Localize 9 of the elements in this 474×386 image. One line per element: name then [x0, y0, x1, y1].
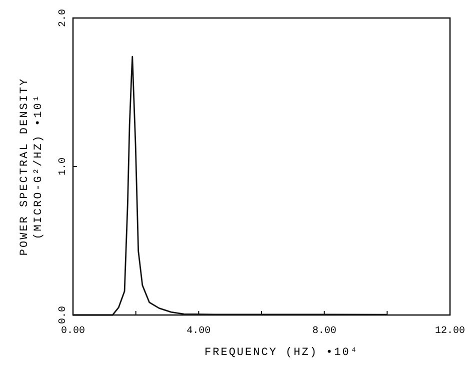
- y-tick-label: 1.0: [58, 157, 69, 176]
- x-tick-label: 0.00: [60, 326, 86, 337]
- y-axis-title: POWER SPECTRAL DENSITY (MICRO-G²/HZ) •10¹: [19, 77, 45, 256]
- x-tick-label: 12.00: [434, 326, 466, 337]
- x-axis-title: FREQUENCY (HZ) •10⁴: [204, 347, 358, 359]
- x-tick-label: 4.00: [186, 326, 211, 337]
- y-tick-label: 2.0: [58, 8, 69, 28]
- y-tick-label: 0.0: [58, 306, 69, 324]
- x-tick-label: 8.00: [312, 326, 336, 337]
